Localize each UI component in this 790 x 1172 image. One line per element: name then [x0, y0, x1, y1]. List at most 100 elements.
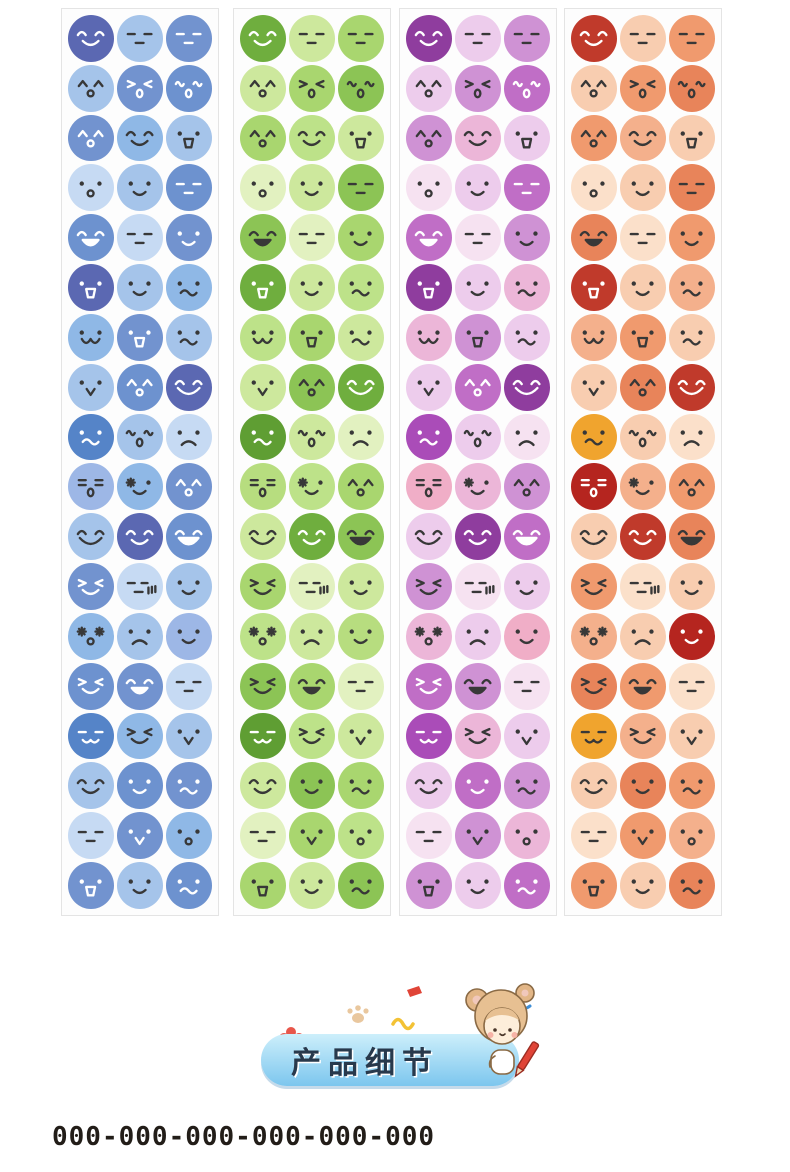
- sticker-smile: [620, 114, 666, 162]
- sticker-open-smile: [571, 214, 617, 262]
- sticker-lines: [455, 563, 501, 610]
- sticker-squiggle-zero: [117, 413, 163, 461]
- sticker-dot-smile: [289, 164, 335, 212]
- sticker-happy-closed: [571, 662, 617, 710]
- sticker-smile: [240, 15, 286, 62]
- sticker-grin: [669, 513, 715, 561]
- sticker-dot-smile: [455, 762, 501, 810]
- sticker-dot-smile: [166, 563, 212, 610]
- face-icon: [629, 131, 657, 147]
- sticker-dot-smile: [455, 264, 501, 311]
- face-icon: [126, 679, 154, 695]
- face-icon: [680, 878, 703, 895]
- face-icon: [416, 830, 442, 842]
- face-icon: [680, 729, 703, 746]
- face-icon: [78, 678, 104, 695]
- face-icon: [581, 80, 607, 98]
- sticker-caret-o: [240, 64, 286, 112]
- sticker-caret-o: [571, 64, 617, 112]
- sticker-smirk: [338, 313, 384, 361]
- face-icon: [128, 878, 151, 894]
- sticker-lines: [620, 563, 666, 610]
- face-icon: [299, 80, 325, 99]
- face-icon: [679, 182, 705, 194]
- sticker-smirk: [504, 862, 550, 909]
- sticker-big-smile: [669, 363, 715, 411]
- sticker-triangle: [571, 264, 617, 311]
- face-icon: [300, 779, 323, 794]
- face-icon: [176, 681, 202, 693]
- sticker-triangle: [289, 313, 335, 361]
- face-icon: [176, 182, 202, 194]
- face-icon: [347, 529, 375, 546]
- sticker-lines: [289, 563, 335, 610]
- sticker-cat: [571, 712, 617, 760]
- sticker-smile: [289, 513, 335, 561]
- face-icon: [348, 33, 374, 45]
- face-icon: [249, 529, 277, 545]
- face-icon: [126, 529, 154, 545]
- face-icon: [79, 181, 102, 198]
- sticker-flat: [289, 15, 335, 62]
- face-icon: [127, 379, 153, 397]
- face-icon: [299, 581, 329, 595]
- sticker-triangle: [240, 264, 286, 311]
- product-code: 000-000-000-000-000-000: [52, 1122, 436, 1152]
- face-icon: [466, 181, 489, 196]
- sticker-flat: [166, 164, 212, 212]
- sticker-caret-o: [620, 363, 666, 411]
- sticker-wink-zero: [620, 64, 666, 112]
- face-icon: [581, 130, 607, 148]
- face-icon: [514, 478, 540, 497]
- sticker-triangle: [504, 114, 550, 162]
- sticker-sad: [117, 612, 163, 660]
- face-icon: [251, 878, 274, 897]
- sticker-caret-o: [289, 363, 335, 411]
- sticker-flat: [669, 662, 715, 710]
- sticker-smile: [117, 114, 163, 162]
- sticker-sparkle-o: [406, 612, 452, 660]
- sticker-dot-smile: [620, 164, 666, 212]
- sticker-sad: [166, 413, 212, 461]
- face-icon: [349, 729, 372, 746]
- sticker-wink-zero: [455, 64, 501, 112]
- sticker-cat: [68, 712, 114, 760]
- face-icon: [77, 31, 105, 47]
- face-icon: [77, 529, 105, 545]
- face-icon: [514, 182, 540, 194]
- sticker-dot-smile: [289, 862, 335, 909]
- sticker-smirk: [669, 313, 715, 361]
- face-icon: [77, 626, 105, 646]
- face-icon: [680, 330, 703, 346]
- face-icon: [349, 430, 372, 447]
- sticker-caret-o: [117, 363, 163, 411]
- face-icon: [678, 529, 706, 546]
- sticker-sad: [338, 413, 384, 461]
- sticker-flat: [289, 214, 335, 262]
- face-icon: [514, 681, 540, 693]
- face-icon: [515, 629, 538, 645]
- red-pencil-icon: [514, 1041, 540, 1078]
- sticker-triangle: [669, 114, 715, 162]
- sticker-dot-o: [166, 812, 212, 860]
- face-icon: [465, 379, 491, 397]
- face-icon: [465, 232, 491, 244]
- sticker-caret-o: [406, 114, 452, 162]
- sticker-dot-smile: [620, 862, 666, 909]
- face-icon: [415, 31, 443, 47]
- face-icon: [250, 578, 276, 595]
- face-icon: [415, 230, 443, 247]
- face-icon: [347, 380, 375, 396]
- sticker-big-smile: [504, 363, 550, 411]
- sticker-flat: [504, 164, 550, 212]
- face-icon: [581, 578, 607, 595]
- face-icon: [300, 829, 323, 845]
- sticker-sparkle-smile: [455, 463, 501, 511]
- sticker-equal-zero: [240, 463, 286, 511]
- sticker-dot-smile: [338, 563, 384, 610]
- face-icon: [77, 230, 105, 247]
- sticker-flat: [406, 812, 452, 860]
- face-icon: [680, 629, 703, 645]
- sticker-smirk: [338, 264, 384, 311]
- sticker-mustache: [68, 313, 114, 361]
